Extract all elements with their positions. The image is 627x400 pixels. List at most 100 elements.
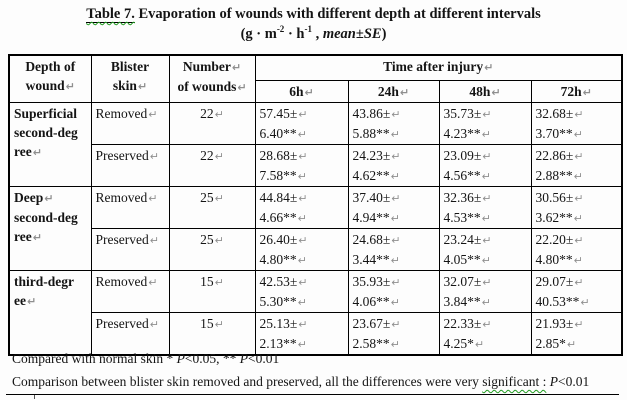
line-break-mark: ↵	[573, 169, 583, 183]
line-break-mark: ↵	[297, 127, 307, 141]
wound-count-cell: 25↵	[168, 185, 256, 229]
line-break-mark: ↵	[573, 253, 583, 267]
line-break-mark: ↵	[298, 233, 308, 247]
value-cell-48h: 23.24±↵ 4.05**↵	[438, 227, 532, 271]
depth-cell-superficial: Superficial second-deg ree↵	[8, 101, 92, 187]
line-break-mark: ↵	[482, 317, 492, 331]
table-row: Preserved↵ 22↵ 28.68±↵ 7.58**↵ 24.23±↵ 4…	[9, 143, 623, 187]
line-break-mark: ↵	[214, 191, 224, 205]
line-break-mark: ↵	[574, 317, 584, 331]
line-break-mark: ↵	[391, 107, 401, 121]
line-break-mark: ↵	[148, 107, 158, 121]
col-header-number: Number↵ of wounds↵	[168, 54, 256, 103]
line-break-mark: ↵	[214, 107, 224, 121]
line-break-mark: ↵	[482, 191, 492, 205]
col-header-6h: 6h↵	[254, 79, 349, 103]
blister-skin-cell: Preserved↵	[90, 311, 170, 355]
table-subtitle: (g · m-2 · h-1 , mean±SE)	[240, 24, 387, 42]
line-break-mark: ↵	[481, 253, 491, 267]
value-cell-72h: 22.20±↵ 4.80**↵	[530, 227, 623, 271]
mean-se-label: mean±SE	[322, 25, 382, 42]
value-cell-6h: 42.53±↵ 5.30**↵	[254, 269, 349, 313]
wound-count-cell: 22↵	[168, 143, 256, 187]
value-cell-48h: 22.33±↵ 4.25*↵	[438, 311, 532, 355]
line-break-mark: ↵	[481, 295, 491, 309]
wound-count-cell: 15↵	[168, 269, 256, 313]
line-break-mark: ↵	[148, 275, 158, 289]
value-cell-72h: 29.07±↵ 40.53**↵	[530, 269, 623, 313]
table-row: Preserved↵ 25↵ 26.40±↵ 4.80**↵ 24.68±↵ 3…	[9, 227, 623, 271]
line-break-mark: ↵	[297, 169, 307, 183]
line-break-mark: ↵	[574, 107, 584, 121]
line-break-mark: ↵	[298, 317, 308, 331]
blister-skin-cell: Removed↵	[90, 101, 170, 145]
line-break-mark: ↵	[580, 295, 590, 309]
value-cell-48h: 32.36±↵ 4.53**↵	[438, 185, 532, 229]
value-cell-24h: 37.40±↵ 4.94**↵	[347, 185, 440, 229]
line-break-mark: ↵	[298, 149, 308, 163]
value-cell-6h: 44.84±↵ 4.66**↵	[254, 185, 349, 229]
table-row: Preserved↵ 15↵ 25.13±↵ 2.13**↵ 23.67±↵ 2…	[9, 311, 623, 355]
wound-count-cell: 25↵	[168, 227, 256, 271]
line-break-mark: ↵	[482, 107, 492, 121]
blister-skin-cell: Removed↵	[90, 185, 170, 229]
p-symbol: P	[239, 351, 248, 366]
p-symbol: P	[176, 351, 185, 366]
line-break-mark: ↵	[481, 169, 491, 183]
line-break-mark: ↵	[573, 127, 583, 141]
line-break-mark: ↵	[304, 85, 314, 99]
table-row: Superficial second-deg ree↵ Removed↵ 22↵…	[8, 101, 623, 187]
line-break-mark: ↵	[214, 275, 224, 289]
line-break-mark: ↵	[298, 275, 308, 289]
line-break-mark: ↵	[391, 275, 401, 289]
value-cell-6h: 57.45±↵ 6.40**↵	[254, 101, 349, 145]
line-break-mark: ↵	[390, 211, 400, 225]
line-break-mark: ↵	[44, 191, 54, 205]
table-number-label: Table 7.	[86, 6, 135, 23]
p-symbol: P	[549, 374, 558, 389]
line-break-mark: ↵	[582, 85, 592, 99]
line-break-mark: ↵	[65, 80, 75, 93]
superscript-minus1: -1	[304, 24, 312, 34]
line-break-mark: ↵	[491, 85, 501, 99]
value-cell-72h: 22.86±↵ 2.88**↵	[530, 143, 623, 187]
line-break-mark: ↵	[137, 80, 148, 93]
line-break-mark: ↵	[390, 169, 400, 183]
line-break-mark: ↵	[482, 275, 492, 289]
wound-count-cell: 15↵	[168, 311, 256, 355]
table-title: Table 7. Evaporation of wounds with diff…	[0, 6, 627, 23]
line-break-mark: ↵	[214, 233, 224, 247]
line-break-mark: ↵	[297, 337, 307, 351]
line-break-mark: ↵	[399, 85, 410, 99]
line-break-mark: ↵	[481, 127, 491, 141]
col-header-time-span: Time after injury↵	[254, 54, 623, 81]
line-break-mark: ↵	[32, 230, 42, 244]
line-break-mark: ↵	[297, 253, 307, 267]
line-break-mark: ↵	[573, 211, 583, 225]
line-break-mark: ↵	[149, 233, 159, 247]
line-break-mark: ↵	[391, 317, 401, 331]
col-header-72h: 72h↵	[530, 79, 623, 103]
line-break-mark: ↵	[231, 61, 242, 74]
value-cell-48h: 32.07±↵ 3.84**↵	[438, 269, 532, 313]
line-break-mark: ↵	[149, 149, 159, 163]
line-break-mark: ↵	[214, 317, 224, 331]
line-break-mark: ↵	[390, 337, 400, 351]
line-break-mark: ↵	[298, 107, 308, 121]
value-cell-6h: 25.13±↵ 2.13**↵	[254, 311, 349, 355]
wound-count-cell: 22↵	[168, 101, 256, 145]
line-break-mark: ↵	[32, 145, 42, 159]
evaporation-table: Depth of wound↵ Blister skin↵ Number↵ of…	[8, 54, 624, 356]
value-cell-72h: 21.93±↵ 2.85*↵	[530, 311, 623, 355]
value-cell-24h: 24.68±↵ 3.44**↵	[347, 227, 440, 271]
line-break-mark: ↵	[26, 294, 37, 308]
value-cell-24h: 24.23±↵ 4.62**↵	[347, 143, 440, 187]
line-break-mark: ↵	[297, 295, 307, 309]
superscript-minus2: -2	[276, 24, 285, 34]
line-break-mark: ↵	[214, 149, 224, 163]
col-header-depth: Depth of wound↵	[8, 54, 92, 103]
depth-cell-deep: Deep↵ second-deg ree↵	[8, 185, 92, 271]
value-cell-48h: 35.73±↵ 4.23**↵	[438, 101, 532, 145]
value-cell-72h: 30.56±↵ 3.62**↵	[530, 185, 623, 229]
